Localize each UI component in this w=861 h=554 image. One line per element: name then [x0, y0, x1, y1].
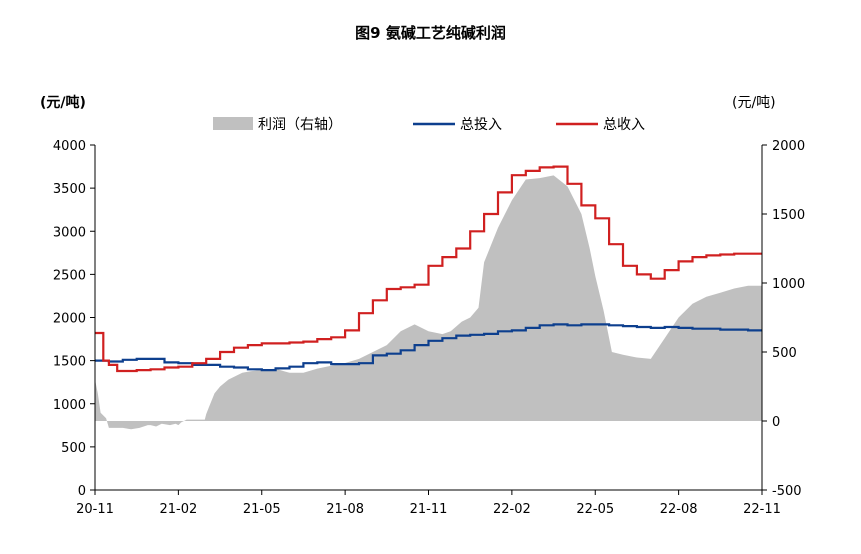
left-tick-label: 1500: [53, 355, 86, 370]
x-tick-label: 21-02: [159, 502, 197, 517]
series-line-revenue: [95, 165, 762, 373]
legend: 利润（右轴） 总投入 总收入: [213, 117, 645, 133]
legend-swatch-profit: [213, 117, 253, 130]
plot-area: [95, 165, 762, 430]
left-tick-label: 1000: [53, 398, 86, 413]
x-tick-label: 21-05: [243, 502, 281, 517]
right-tick-label: 1500: [772, 208, 805, 223]
x-tick-label: 22-11: [743, 502, 781, 517]
left-tick-label: 500: [61, 441, 86, 456]
x-tick-label: 20-11: [76, 502, 114, 517]
series-area-profit: [95, 175, 762, 430]
right-axis-unit: (元/吨): [732, 95, 776, 111]
x-tick-label: 21-11: [410, 502, 448, 517]
x-tick-label: 21-08: [326, 502, 364, 517]
legend-label-revenue: 总收入: [603, 117, 645, 133]
left-tick-label: 0: [78, 484, 86, 499]
axes: 0 500 1000 1500 2000 2500 3000 3500 4000 -500 0 500…: [53, 139, 805, 517]
chart-title: 图9 氨碱工艺纯碱利润: [355, 24, 506, 42]
left-axis-unit: (元/吨): [40, 94, 86, 111]
left-tick-label: 3500: [53, 182, 86, 197]
x-tick-label: 22-02: [493, 502, 531, 517]
x-tick-label: 22-08: [660, 502, 698, 517]
legend-label-input: 总投入: [460, 117, 502, 133]
left-tick-label: 4000: [53, 139, 86, 154]
right-tick-label: -500: [772, 484, 802, 499]
right-tick-label: 500: [772, 346, 797, 361]
x-tick-label: 22-05: [576, 502, 614, 517]
legend-label-profit: 利润（右轴）: [258, 117, 342, 133]
left-tick-label: 2500: [53, 268, 86, 283]
right-tick-label: 1000: [772, 277, 805, 292]
right-tick-label: 0: [772, 415, 780, 430]
left-tick-label: 3000: [53, 225, 86, 240]
left-tick-label: 2000: [53, 312, 86, 327]
series-line-input: [95, 323, 762, 372]
right-tick-label: 2000: [772, 139, 805, 154]
